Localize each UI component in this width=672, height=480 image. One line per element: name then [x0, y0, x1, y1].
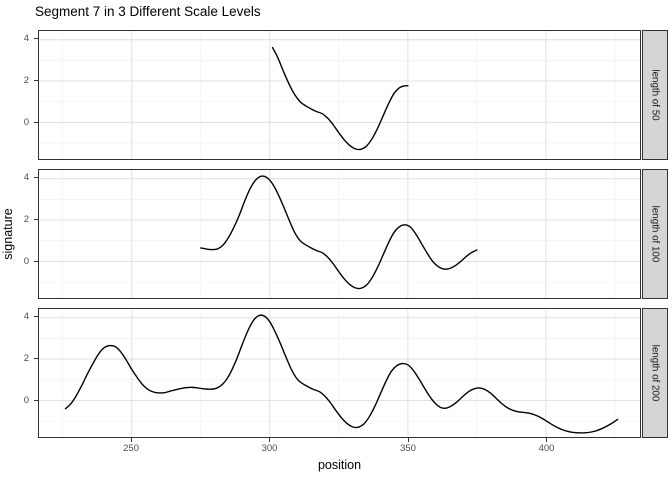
y-tick-mark	[34, 80, 38, 82]
y-tick-mark	[34, 177, 38, 179]
x-axis-title: position	[317, 458, 362, 472]
y-tick-label: 4	[23, 32, 29, 44]
y-tick-label: 2	[23, 352, 29, 364]
facet-panel-2	[38, 169, 641, 299]
series-line	[200, 175, 478, 290]
facet-strip-label: length of 100	[649, 205, 661, 263]
y-tick-mark	[34, 38, 38, 40]
y-tick-mark	[34, 261, 38, 263]
facet-strip-1: length of 50	[642, 30, 668, 160]
facet-strip-label: length of 200	[649, 344, 661, 402]
y-tick-label: 0	[23, 255, 29, 267]
facet-strip-3: length of 200	[642, 308, 668, 438]
y-tick-mark	[34, 219, 38, 221]
facet-strip-2: length of 100	[642, 169, 668, 299]
x-tick-mark	[130, 438, 132, 442]
facet-panel-3	[38, 308, 641, 438]
facet-strip-label: length of 50	[649, 69, 661, 121]
y-tick-label: 2	[23, 213, 29, 225]
y-tick-mark	[34, 358, 38, 360]
y-tick-mark	[34, 400, 38, 402]
y-tick-mark	[34, 122, 38, 124]
series-line	[271, 46, 409, 151]
x-tick-label: 350	[400, 443, 416, 454]
x-tick-label: 250	[123, 443, 139, 454]
facet-panel-1	[38, 30, 641, 160]
x-tick-mark	[269, 438, 271, 442]
y-tick-label: 0	[23, 116, 29, 128]
y-tick-label: 4	[23, 310, 29, 322]
x-tick-label: 300	[261, 443, 278, 454]
series-line	[64, 314, 619, 434]
y-tick-label: 0	[23, 394, 29, 406]
chart-title: Segment 7 in 3 Different Scale Levels	[35, 4, 261, 19]
y-tick-label: 2	[23, 74, 29, 86]
y-tick-mark	[34, 316, 38, 318]
x-tick-mark	[546, 438, 548, 442]
x-tick-mark	[407, 438, 409, 442]
x-tick-label: 400	[538, 443, 555, 454]
y-axis-title: signature	[1, 208, 15, 260]
y-tick-label: 4	[23, 171, 29, 183]
